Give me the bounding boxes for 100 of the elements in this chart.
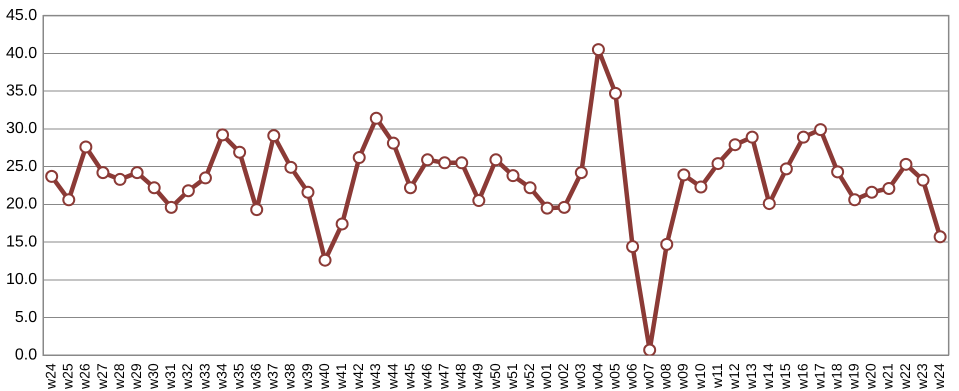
point — [489, 153, 502, 166]
point — [216, 128, 230, 142]
point — [916, 174, 930, 187]
point — [164, 200, 178, 214]
x-tick-label: w05 — [606, 363, 622, 390]
x-tick-label: w37 — [264, 363, 281, 390]
point — [762, 197, 776, 210]
x-tick-label: w24 — [42, 363, 59, 390]
point — [336, 217, 349, 230]
x-tick-label: w18 — [828, 363, 844, 390]
x-tick-label: w17 — [811, 363, 828, 390]
x-tick-label: w10 — [692, 363, 708, 390]
x-tick-label: w04 — [589, 363, 606, 390]
x-tick-label: w35 — [230, 363, 246, 390]
point — [438, 156, 452, 170]
x-tick-label: w50 — [486, 363, 503, 390]
point — [831, 165, 844, 178]
x-tick-label: w52 — [520, 363, 537, 390]
x-tick-label: w20 — [862, 363, 879, 390]
point — [404, 181, 417, 194]
x-tick-label: w49 — [470, 363, 486, 390]
point — [301, 186, 314, 199]
x-tick-label: w46 — [418, 363, 434, 390]
x-tick-label: w12 — [726, 363, 742, 390]
point — [558, 200, 571, 214]
x-tick-label: w08 — [658, 363, 674, 390]
x-tick-label: w15 — [777, 363, 794, 390]
y-tick-label: 25.0 — [6, 158, 38, 175]
point — [318, 254, 332, 267]
x-tick-label: w39 — [298, 363, 315, 390]
point — [796, 130, 810, 144]
x-tick-label: w40 — [316, 363, 332, 390]
point — [899, 158, 912, 171]
point — [352, 151, 366, 164]
x-tick-label: w23 — [914, 363, 930, 390]
x-tick-label: w51 — [504, 363, 520, 390]
x-tick-label: w22 — [896, 363, 913, 390]
x-tick-label: w02 — [555, 363, 572, 390]
x-tick-label: w48 — [452, 363, 469, 390]
y-tick-label: 30.0 — [6, 120, 38, 138]
x-tick-label: w29 — [128, 363, 144, 390]
x-tick-label: w32 — [179, 363, 196, 390]
point — [45, 170, 58, 183]
point — [643, 344, 656, 356]
point — [370, 112, 383, 125]
point — [780, 162, 793, 176]
point — [882, 182, 896, 195]
point — [712, 157, 725, 170]
x-tick-label: w26 — [76, 363, 93, 390]
x-tick-label: w33 — [196, 363, 212, 390]
point — [660, 238, 674, 251]
point — [540, 202, 554, 215]
x-tick-label: w36 — [248, 363, 264, 390]
x-tick-label: w47 — [436, 363, 452, 390]
point — [284, 160, 298, 174]
point — [250, 203, 264, 216]
point — [421, 153, 434, 166]
point — [865, 186, 878, 199]
x-tick-label: w41 — [332, 363, 349, 390]
point — [677, 168, 690, 182]
point — [694, 180, 708, 194]
x-tick-label: w25 — [60, 363, 76, 390]
x-tick-label: w43 — [367, 363, 384, 390]
x-tick-label: w13 — [743, 363, 760, 390]
point — [198, 171, 212, 184]
x-tick-label: w28 — [110, 363, 127, 390]
point — [626, 240, 640, 254]
y-tick-label: 20.0 — [6, 196, 38, 213]
y-tick-label: 40.0 — [6, 44, 38, 62]
x-tick-label: w21 — [880, 363, 896, 390]
point — [728, 138, 742, 152]
point — [472, 194, 486, 208]
point — [592, 43, 605, 56]
x-tick-label: w42 — [350, 363, 366, 390]
point — [506, 169, 520, 182]
point — [267, 129, 280, 142]
point — [79, 140, 92, 154]
point — [182, 184, 195, 198]
point — [746, 130, 759, 144]
x-tick-label: w03 — [572, 363, 588, 390]
y-tick-label: 10.0 — [6, 271, 38, 288]
x-tick-label: w06 — [623, 363, 640, 390]
x-tick-label: w09 — [674, 363, 691, 390]
point — [455, 156, 468, 170]
y-tick-label: 15.0 — [6, 233, 38, 250]
y-tick-label: 45.0 — [6, 7, 38, 24]
x-tick-label: w45 — [401, 363, 418, 390]
point — [609, 86, 622, 100]
point — [233, 146, 246, 159]
x-tick-label: w07 — [640, 363, 657, 390]
point — [934, 230, 947, 244]
point — [130, 166, 144, 180]
x-tick-label: w11 — [708, 363, 725, 389]
point — [386, 136, 400, 150]
x-tick-label: w27 — [94, 363, 110, 390]
point — [148, 181, 161, 194]
x-tick-label: w30 — [145, 363, 162, 390]
x-tick-label: w01 — [538, 363, 554, 390]
y-tick-label: 5.0 — [14, 308, 38, 326]
point — [62, 193, 76, 206]
